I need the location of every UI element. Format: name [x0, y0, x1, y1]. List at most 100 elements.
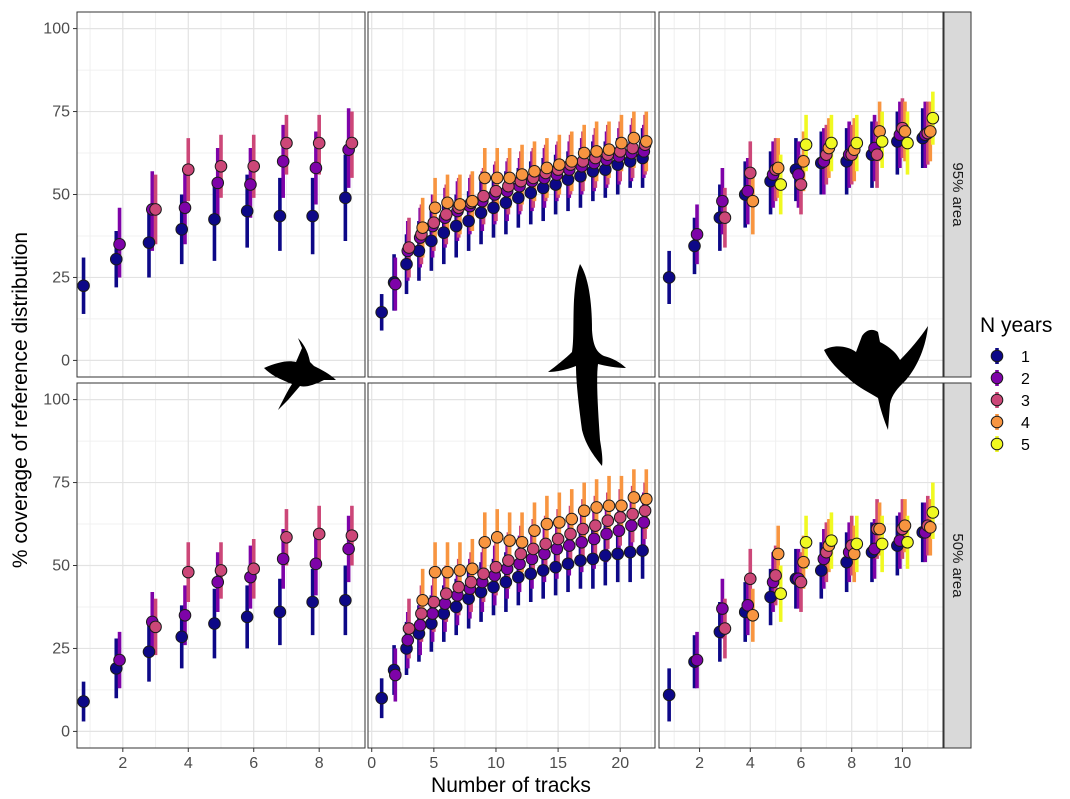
point-series-1	[400, 257, 413, 271]
point-series-4	[590, 145, 603, 158]
point-series-4	[602, 143, 616, 157]
point-series-3	[489, 560, 503, 574]
point-series-4	[746, 608, 760, 622]
legend-item-3: 3	[990, 392, 1030, 410]
x-tick-label: 2	[695, 755, 704, 772]
point-series-1	[240, 204, 254, 218]
point-series-2	[426, 607, 439, 620]
point-series-5	[875, 537, 889, 551]
point-series-1	[586, 552, 600, 566]
legend-item-5: 5	[990, 436, 1030, 454]
point-series-5	[901, 535, 914, 549]
point-series-1	[662, 271, 676, 284]
x-tick-label: 20	[611, 755, 629, 772]
point-series-4	[528, 524, 541, 537]
point-series-3	[743, 572, 757, 586]
point-series-1	[273, 605, 287, 619]
legend-label: 2	[1021, 371, 1030, 388]
point-series-3	[743, 166, 757, 180]
point-series-2	[211, 176, 225, 190]
strip-background	[943, 11, 972, 378]
point-series-3	[149, 203, 162, 216]
facet-panel-1-3: 95% area	[658, 11, 972, 378]
point-series-3	[149, 620, 162, 634]
point-series-3	[613, 511, 627, 524]
point-series-3	[769, 569, 782, 582]
point-series-4	[640, 135, 653, 148]
y-tick-label: 50	[52, 187, 70, 204]
y-tick-label: 75	[52, 475, 70, 492]
point-series-1	[814, 564, 828, 577]
point-series-1	[109, 252, 123, 266]
strip-label: 50% area	[949, 533, 966, 598]
point-series-3	[439, 587, 453, 601]
legend-label: 1	[1021, 349, 1030, 366]
point-series-3	[626, 507, 639, 521]
x-tick-label: 6	[797, 755, 806, 772]
y-tick-label: 0	[61, 723, 70, 740]
point-series-4	[640, 492, 653, 506]
legend: N years 1 2 3 4 5	[980, 314, 1052, 454]
point-series-5	[875, 135, 889, 148]
point-series-5	[799, 138, 813, 152]
point-series-3	[718, 622, 732, 635]
point-series-2	[637, 516, 651, 529]
point-series-3	[477, 567, 490, 581]
point-series-2	[244, 178, 257, 191]
point-series-1	[77, 279, 90, 293]
point-series-2	[690, 653, 704, 667]
x-tick-label: 8	[847, 755, 856, 772]
y-tick-label: 100	[43, 392, 70, 409]
point-series-2	[309, 557, 323, 571]
facet-panel-2-3: 2 4 6 8 10 50% area	[658, 382, 972, 772]
point-series-1	[499, 196, 513, 210]
point-series-1	[549, 560, 562, 574]
point-series-1	[175, 630, 189, 644]
point-series-4	[478, 535, 492, 549]
point-series-1	[524, 186, 538, 200]
legend-label: 4	[1021, 415, 1030, 432]
point-series-3	[247, 562, 261, 576]
point-series-3	[870, 148, 884, 161]
point-series-1	[474, 206, 488, 220]
point-series-1	[487, 201, 500, 215]
point-series-3	[427, 595, 441, 609]
point-series-4	[540, 517, 554, 531]
point-series-1	[499, 575, 513, 589]
point-series-4	[627, 131, 641, 145]
point-series-2	[401, 633, 415, 647]
point-series-2	[211, 575, 225, 589]
point-series-4	[428, 565, 442, 579]
point-series-3	[247, 159, 261, 173]
point-series-2	[562, 539, 576, 552]
point-series-3	[402, 241, 416, 254]
panel-border	[367, 382, 656, 749]
point-series-3	[564, 527, 577, 541]
bird-silhouettes	[264, 264, 928, 466]
point-series-3	[551, 532, 565, 546]
point-series-2	[741, 599, 755, 612]
point-series-3	[601, 514, 615, 528]
point-series-4	[590, 501, 603, 514]
point-series-2	[612, 524, 626, 537]
point-series-4	[577, 504, 591, 518]
point-series-2	[389, 668, 402, 682]
point-series-5	[774, 587, 788, 601]
point-series-1	[306, 209, 319, 223]
point-series-4	[490, 171, 504, 185]
point-series-3	[214, 564, 228, 577]
point-series-1	[611, 547, 625, 561]
point-series-5	[799, 535, 813, 549]
legend-label: 3	[1021, 393, 1030, 410]
point-series-4	[428, 201, 442, 215]
point-series-2	[342, 542, 355, 556]
strip-background	[943, 382, 972, 749]
point-series-4	[615, 136, 628, 150]
point-series-4	[466, 562, 479, 576]
point-series-4	[873, 522, 886, 536]
point-series-2	[587, 532, 601, 546]
point-series-1	[77, 695, 90, 708]
y-tick-label: 25	[52, 640, 70, 657]
point-series-1	[208, 213, 221, 226]
legend-item-4: 4	[990, 414, 1030, 432]
